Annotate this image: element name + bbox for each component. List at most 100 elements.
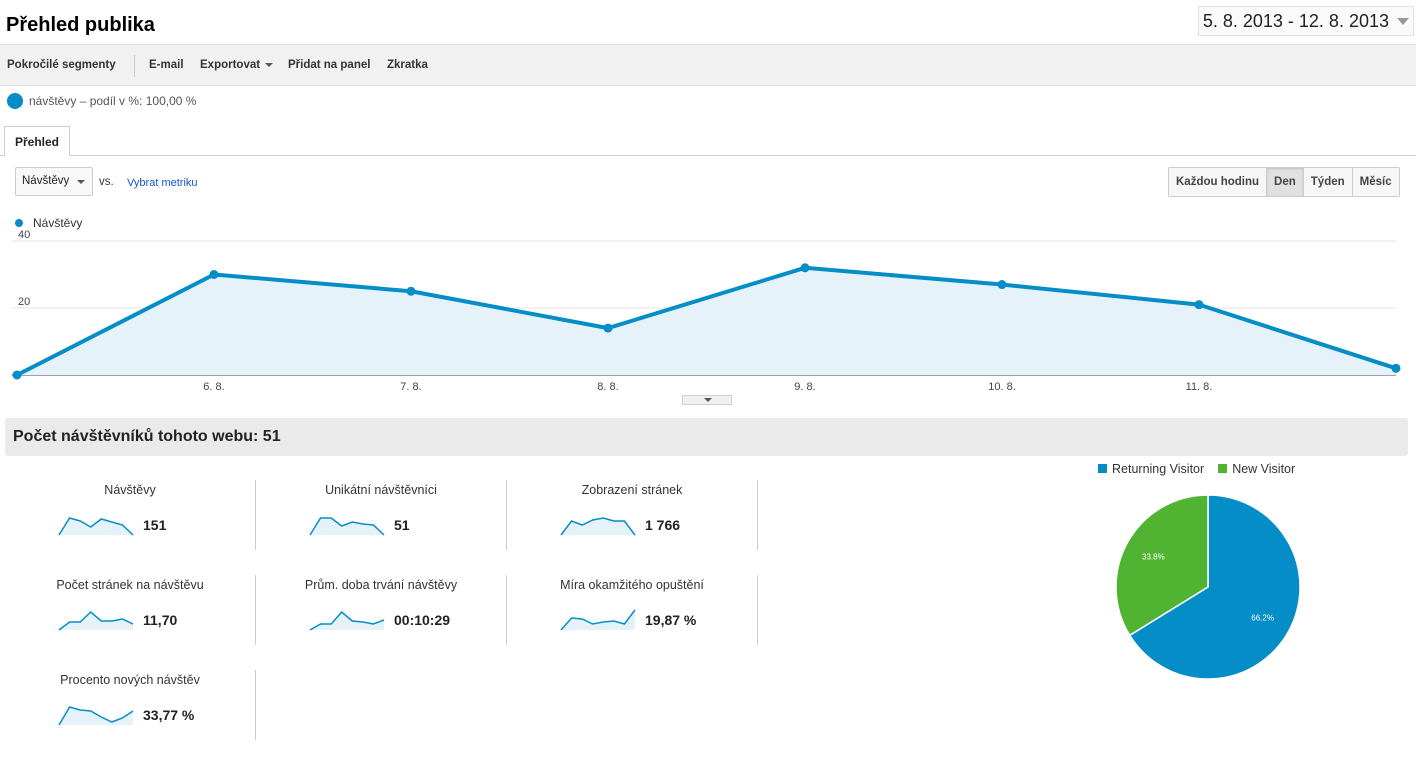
sparkline-line xyxy=(309,517,385,536)
x-tick-label: 6. 8. xyxy=(203,381,224,393)
summary-header: Počet návštěvníků tohoto webu: 51 xyxy=(5,418,1408,456)
select-metric-link[interactable]: Vybrat metriku xyxy=(127,177,198,189)
legend-item-returning: Returning Visitor xyxy=(1098,462,1204,476)
legend-swatch xyxy=(1218,464,1228,473)
x-tick-label: 7. 8. xyxy=(400,381,421,393)
granularity-toggle: Každou hodinu Den Týden Měsíc xyxy=(1168,167,1400,197)
metric-tile[interactable]: Návštěvy 151 xyxy=(5,477,255,549)
metric-select[interactable]: Návštěvy xyxy=(15,167,93,196)
add-to-dashboard-button[interactable]: Přidat na panel xyxy=(288,59,371,71)
data-point[interactable] xyxy=(1391,363,1401,373)
visits-line-chart: 20 40 6. 8. 7. 8. 8. 8. 9. 8. 10. 8. 11. 8. xyxy=(12,230,1401,393)
metric-tile[interactable]: Míra okamžitého opuštění 19,87 % xyxy=(507,572,757,644)
metric-value: 11,70 xyxy=(143,612,178,628)
data-point[interactable] xyxy=(12,370,22,380)
y-tick-label: 40 xyxy=(18,230,30,241)
metric-tile[interactable]: Prům. doba trvání návštěvy 00:10:29 xyxy=(256,572,506,644)
sparkline-line xyxy=(58,706,134,726)
date-range-picker[interactable]: 5. 8. 2013 - 12. 8. 2013 xyxy=(1197,6,1414,36)
pie-slice[interactable] xyxy=(1128,494,1301,680)
metric-tile[interactable]: Procento nových návštěv 33,77 % xyxy=(5,667,255,739)
sparkline xyxy=(309,610,385,631)
metric-value: 19,87 % xyxy=(645,612,697,628)
tile-divider xyxy=(757,575,758,645)
day-button[interactable]: Den xyxy=(1266,168,1303,196)
data-point[interactable] xyxy=(209,270,219,279)
sparkline-line xyxy=(560,517,636,536)
caret-down-icon xyxy=(77,180,85,184)
segment-indicator[interactable]: návštěvy – podíl v %: 100,00 % xyxy=(7,93,196,109)
data-point[interactable] xyxy=(800,263,810,273)
pie-segment-icon xyxy=(7,93,23,109)
legend-dot xyxy=(15,219,23,227)
sparkline-line xyxy=(309,610,385,631)
metric-label: Míra okamžitého opuštění xyxy=(560,578,704,592)
tile-divider xyxy=(255,670,256,740)
metric-label: Návštěvy xyxy=(104,483,156,497)
vs-label: vs. xyxy=(99,176,114,188)
export-button[interactable]: Exportovat xyxy=(200,59,274,71)
segment-label: návštěvy – podíl v %: 100,00 % xyxy=(29,94,197,108)
metric-value: 1 766 xyxy=(645,517,681,533)
sparkline-line xyxy=(58,610,134,631)
data-point[interactable] xyxy=(1194,300,1204,310)
data-point[interactable] xyxy=(603,323,613,333)
advanced-segments-button[interactable]: Pokročilé segmenty xyxy=(7,59,116,71)
shortcut-button[interactable]: Zkratka xyxy=(387,59,428,71)
pie-legend: Returning Visitor New Visitor xyxy=(1098,462,1295,476)
page-title: Přehled publika xyxy=(6,14,155,36)
visitor-type-pie-chart: 66.2% 33.8% xyxy=(1115,494,1301,680)
metric-label: Počet stránek na návštěvu xyxy=(56,578,204,592)
tile-divider xyxy=(757,480,758,550)
series-line xyxy=(16,265,1397,377)
legend-label: Návštěvy xyxy=(33,216,83,230)
data-point[interactable] xyxy=(406,286,416,296)
email-button[interactable]: E-mail xyxy=(149,59,184,71)
week-button[interactable]: Týden xyxy=(1302,168,1352,196)
metric-value: 51 xyxy=(394,517,410,533)
legend-label: New Visitor xyxy=(1232,462,1296,476)
sparkline xyxy=(560,609,636,631)
y-tick-label: 20 xyxy=(18,296,30,308)
sparkline xyxy=(58,706,134,726)
sparkline-area xyxy=(59,518,133,535)
legend-swatch xyxy=(1098,464,1107,473)
x-tick-label: 8. 8. xyxy=(597,381,618,393)
collapse-chart-button[interactable] xyxy=(682,395,732,405)
metric-value: 151 xyxy=(143,517,167,533)
export-label: Exportovat xyxy=(200,59,261,71)
sparkline-area xyxy=(561,518,635,535)
sparkline xyxy=(58,517,134,536)
chevron-down-icon[interactable] xyxy=(1397,17,1409,25)
tile-divider xyxy=(255,480,256,550)
sparkline-area xyxy=(310,612,384,630)
sparkline-area xyxy=(59,707,133,725)
legend-item-new: New Visitor xyxy=(1218,462,1295,476)
pie-slice[interactable] xyxy=(1115,494,1209,637)
metric-tile[interactable]: Počet stránek na návštěvu 11,70 xyxy=(5,572,255,644)
hourly-button[interactable]: Každou hodinu xyxy=(1169,168,1267,196)
sparkline-line xyxy=(58,517,134,536)
toolbar-divider xyxy=(134,55,135,77)
metric-tile[interactable]: Zobrazení stránek 1 766 xyxy=(507,477,757,549)
area-fill xyxy=(17,267,1396,375)
chevron-down-icon xyxy=(704,398,712,402)
sparkline-area xyxy=(59,612,133,630)
sparkline-line xyxy=(560,609,636,631)
sparkline xyxy=(560,517,636,536)
summary-title: Počet návštěvníků tohoto webu: 51 xyxy=(13,428,281,445)
data-point[interactable] xyxy=(997,280,1007,290)
sparkline xyxy=(309,517,385,536)
tile-divider xyxy=(255,575,256,645)
toolbar: Pokročilé segmenty E-mail Exportovat Při… xyxy=(0,44,1416,86)
metric-tile[interactable]: Unikátní návštěvníci 51 xyxy=(256,477,506,549)
tile-divider xyxy=(506,480,507,550)
sparkline-area xyxy=(310,518,384,535)
legend-label: Returning Visitor xyxy=(1112,462,1205,476)
metric-label: Zobrazení stránek xyxy=(581,483,683,497)
month-button[interactable]: Měsíc xyxy=(1351,168,1399,196)
tile-divider xyxy=(506,575,507,645)
metric-label: Procento nových návštěv xyxy=(60,673,200,687)
x-tick-label: 11. 8. xyxy=(1186,381,1213,393)
tab-overview[interactable]: Přehled xyxy=(4,126,71,156)
